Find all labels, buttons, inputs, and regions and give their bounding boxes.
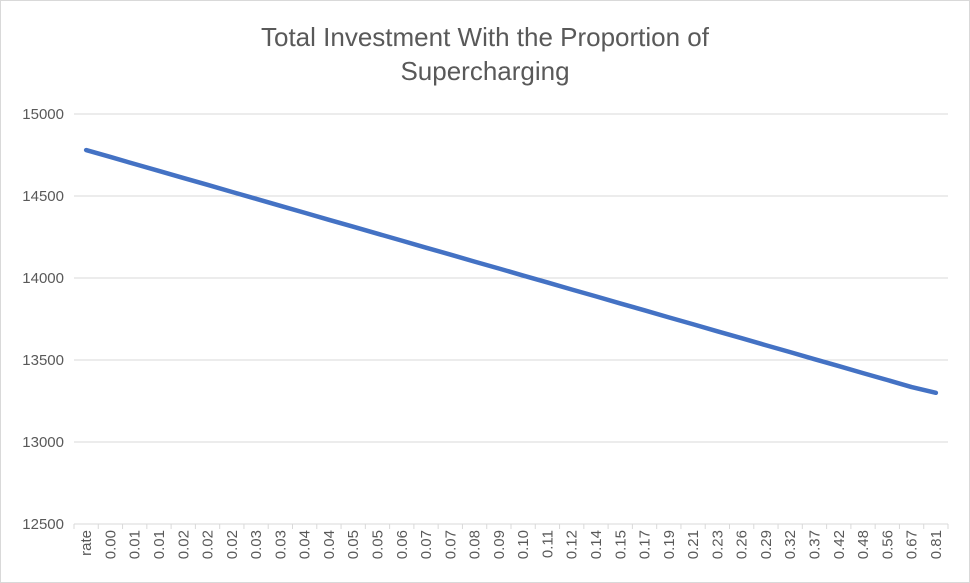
chart-title-line-1: Total Investment With the Proportion of [261,22,709,52]
x-tick-label: 0.32 [782,530,799,559]
x-tick-label: 0.02 [175,530,192,559]
series-line [83,147,939,396]
x-tick-label: 0.03 [248,530,265,559]
x-tick-label: 0.48 [855,530,872,559]
y-tick-label: 13000 [22,434,64,451]
x-tick-label: 0.26 [734,530,751,559]
x-tick-label: 0.02 [200,530,217,559]
x-tick-label: rate [78,530,95,556]
x-tick-label: 0.09 [491,530,508,559]
x-tick-label: 0.01 [127,530,144,559]
x-tick-label: 0.15 [612,530,629,559]
y-tick-label: 15000 [22,106,64,123]
x-tick-label: 0.05 [369,530,386,559]
x-tick-label: 0.17 [637,530,654,559]
x-tick-label: 0.02 [224,530,241,559]
x-tick-label: 0.00 [102,530,119,559]
y-tick-label: 13500 [22,352,64,369]
x-tick-label: 0.19 [661,530,678,559]
x-tick-label: 0.29 [758,530,775,559]
x-tick-label: 0.06 [394,530,411,559]
x-tick-label: 0.37 [806,530,823,559]
x-tick-label: 0.23 [709,530,726,559]
x-tick-label: 0.01 [151,530,168,559]
y-tick-label: 12500 [22,516,64,533]
y-tick-label: 14000 [22,270,64,287]
x-tick-label: 0.14 [588,530,605,559]
x-tick-label: 0.81 [928,530,945,559]
x-tick-label: 0.12 [564,530,581,559]
x-tick-label: 0.04 [297,530,314,559]
x-tick-label: 0.67 [904,530,921,559]
x-tick-label: 0.07 [418,530,435,559]
x-tick-label: 0.42 [831,530,848,559]
x-tick-label: 0.56 [879,530,896,559]
x-tick-label: 0.08 [467,530,484,559]
x-tick-label: 0.03 [272,530,289,559]
y-tick-label: 14500 [22,188,64,205]
x-tick-label: 0.05 [345,530,362,559]
x-tick-label: 0.10 [515,530,532,559]
x-tick-label: 0.11 [539,530,556,558]
x-tick-label: 0.21 [685,530,702,559]
x-tick-label: 0.07 [442,530,459,559]
x-tick-label: 0.04 [321,530,338,559]
chart-title-line-2: Supercharging [400,56,570,86]
